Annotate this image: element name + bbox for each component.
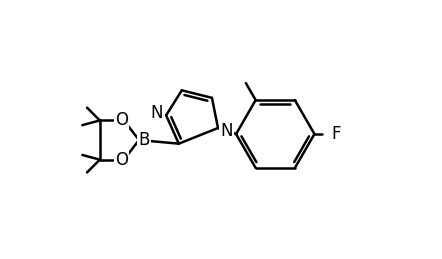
Text: N: N <box>220 122 232 140</box>
Text: B: B <box>138 131 149 149</box>
Text: O: O <box>115 151 128 169</box>
Text: F: F <box>331 125 340 143</box>
Text: O: O <box>115 111 128 130</box>
Text: N: N <box>151 104 164 122</box>
